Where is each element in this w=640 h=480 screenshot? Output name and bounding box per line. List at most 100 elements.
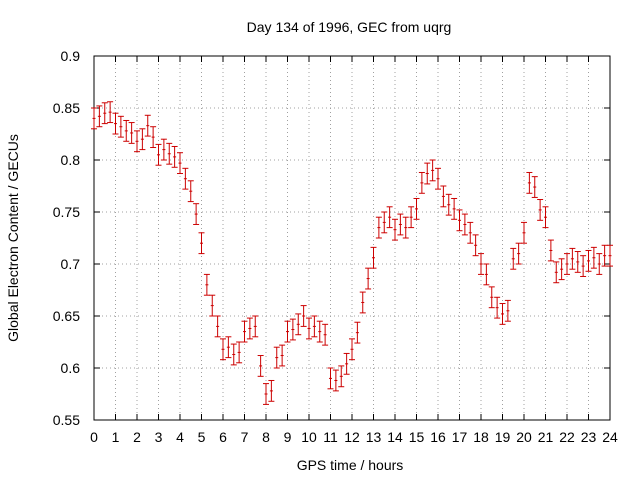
data-point — [451, 197, 458, 220]
x-tick-label: 20 — [516, 429, 532, 445]
data-point — [252, 315, 259, 338]
data-point — [289, 318, 296, 341]
data-point — [284, 320, 291, 343]
data-point — [504, 299, 511, 322]
data-point — [160, 138, 167, 161]
x-tick-label: 4 — [176, 429, 184, 445]
data-point — [101, 102, 108, 125]
data-point — [569, 247, 576, 270]
data-point — [332, 369, 339, 392]
data-point — [316, 320, 323, 343]
data-point — [397, 213, 404, 236]
data-point — [96, 105, 103, 128]
data-point — [574, 251, 581, 273]
data-point — [607, 244, 613, 267]
axis-ticks — [93, 55, 611, 421]
data-point — [359, 291, 366, 314]
data-point — [375, 216, 382, 239]
x-tick-label: 5 — [198, 429, 206, 445]
data-point — [117, 115, 124, 138]
x-tick-label: 17 — [452, 429, 468, 445]
data-point — [349, 338, 355, 361]
data-point — [263, 383, 269, 405]
data-point — [246, 317, 253, 340]
data-point — [381, 211, 388, 234]
data-point — [564, 253, 570, 275]
data-point — [521, 221, 527, 244]
x-tick-labels: 0 1 2 3 4 5 6 7 8 9 10 11 12 13 14 15 16 17 18 19 20 21 22 23 24 — [90, 429, 618, 445]
data-point — [177, 152, 183, 175]
data-point — [483, 263, 490, 286]
data-point — [300, 305, 307, 327]
data-point — [134, 130, 140, 153]
data-point — [413, 197, 420, 220]
data-point — [542, 206, 549, 229]
chart-title: Day 134 of 1996, GEC from uqrg — [247, 19, 452, 35]
data-point — [456, 209, 463, 232]
data-point — [322, 323, 329, 346]
y-tick-labels: 0.55 0.6 0.65 0.7 0.75 0.8 0.85 0.9 — [53, 48, 80, 428]
data-point — [230, 343, 237, 366]
data-point — [435, 167, 441, 190]
data-point — [596, 253, 603, 275]
x-tick-label: 2 — [133, 429, 141, 445]
data-point — [112, 112, 119, 135]
x-tick-label: 10 — [301, 429, 317, 445]
data-point — [198, 232, 205, 255]
data-point — [241, 320, 248, 343]
data-point — [220, 338, 226, 361]
data-point — [499, 303, 506, 325]
y-tick-label: 0.85 — [53, 100, 80, 116]
data-point — [440, 185, 447, 208]
data-point — [166, 142, 173, 165]
y-tick-label: 0.8 — [61, 152, 81, 168]
data-points — [91, 101, 613, 405]
data-point — [123, 119, 130, 142]
y-tick-label: 0.75 — [53, 204, 80, 220]
x-tick-label: 24 — [602, 429, 618, 445]
data-point — [187, 180, 194, 203]
x-tick-label: 8 — [262, 429, 270, 445]
data-point — [585, 249, 592, 272]
x-tick-label: 18 — [473, 429, 489, 445]
data-point — [370, 246, 377, 269]
data-point — [494, 296, 501, 319]
x-tick-label: 3 — [155, 429, 163, 445]
data-point — [214, 315, 221, 338]
data-point — [279, 344, 286, 367]
data-point — [547, 239, 554, 262]
x-tick-label: 7 — [241, 429, 249, 445]
data-point — [461, 213, 468, 236]
x-tick-label: 16 — [430, 429, 446, 445]
data-point — [144, 114, 151, 137]
data-point — [526, 171, 533, 194]
data-point — [311, 315, 318, 338]
data-point — [553, 261, 560, 284]
data-point — [182, 167, 189, 190]
x-tick-label: 23 — [581, 429, 597, 445]
plot-frame — [93, 55, 611, 421]
data-point — [510, 247, 517, 270]
x-tick-label: 14 — [387, 429, 403, 445]
data-point — [139, 128, 146, 151]
y-tick-label: 0.55 — [53, 412, 80, 428]
data-point — [392, 218, 398, 241]
data-point — [386, 206, 393, 229]
data-point — [128, 122, 135, 144]
data-point — [488, 286, 495, 309]
data-point — [295, 313, 302, 336]
x-tick-label: 0 — [90, 429, 98, 445]
data-point — [91, 107, 97, 130]
x-tick-label: 1 — [112, 429, 120, 445]
data-point — [203, 273, 210, 296]
x-axis-label: GPS time / hours — [297, 457, 404, 473]
data-point — [478, 253, 484, 275]
data-point — [601, 244, 608, 267]
data-point — [531, 176, 538, 198]
data-point — [225, 336, 232, 359]
data-point — [343, 352, 350, 375]
data-point — [327, 367, 334, 390]
data-point — [306, 317, 312, 340]
data-point — [365, 267, 372, 290]
